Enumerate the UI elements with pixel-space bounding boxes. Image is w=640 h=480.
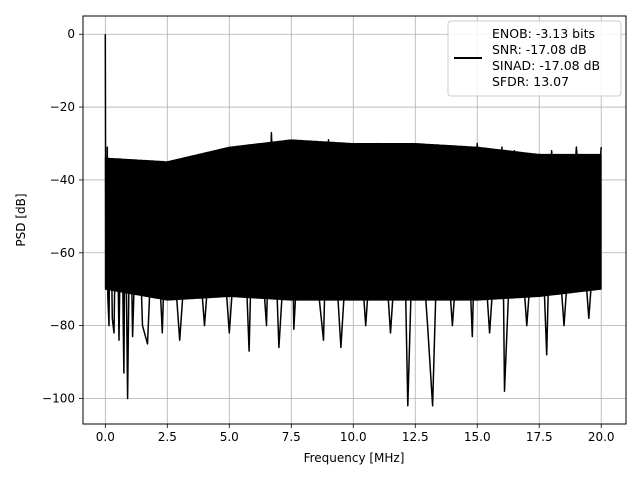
axis-ticks: 0.0 2.5 5.0 7.5 10.0 12.5 15.0 17.5 20.0 0 −20 −40 −… bbox=[42, 27, 615, 444]
legend-sinad: SINAD: -17.08 dB bbox=[492, 58, 600, 73]
y-tick-label: −20 bbox=[50, 100, 75, 114]
legend: ENOB: -3.13 bits SNR: -17.08 dB SINAD: -… bbox=[447, 20, 622, 97]
x-tick-label: 20.0 bbox=[588, 430, 615, 444]
legend-box bbox=[447, 20, 622, 97]
plot-data bbox=[104, 34, 602, 407]
y-tick-label: −80 bbox=[50, 319, 75, 333]
plot-frame bbox=[82, 15, 627, 425]
x-tick-label: 15.0 bbox=[464, 430, 491, 444]
y-tick-label: −60 bbox=[50, 246, 75, 260]
x-tick-label: 10.0 bbox=[340, 430, 367, 444]
x-axis-label: Frequency [MHz] bbox=[304, 451, 405, 465]
y-tick-label: 0 bbox=[67, 27, 75, 41]
x-tick-label: 0.0 bbox=[96, 430, 115, 444]
legend-snr: SNR: -17.08 dB bbox=[492, 42, 587, 57]
x-tick-label: 7.5 bbox=[282, 430, 301, 444]
psd-series-line bbox=[104, 34, 602, 407]
y-axis-label: PSD [dB] bbox=[14, 193, 28, 246]
y-tick-label: −40 bbox=[50, 173, 75, 187]
legend-enob: ENOB: -3.13 bits bbox=[492, 26, 595, 41]
x-tick-label: 2.5 bbox=[158, 430, 177, 444]
x-tick-label: 17.5 bbox=[526, 430, 553, 444]
noise-band bbox=[104, 139, 602, 301]
legend-sfdr: SFDR: 13.07 bbox=[492, 74, 569, 89]
y-tick-label: −100 bbox=[42, 392, 75, 406]
x-tick-label: 5.0 bbox=[220, 430, 239, 444]
x-tick-label: 12.5 bbox=[402, 430, 429, 444]
